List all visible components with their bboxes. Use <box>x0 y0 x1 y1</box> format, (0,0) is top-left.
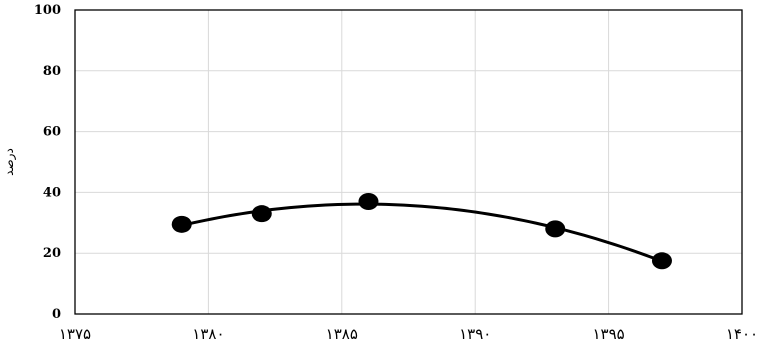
x-tick-label-2: ۱۳۸۵ <box>326 325 358 343</box>
y-tick-label-3: 60 <box>43 125 61 140</box>
y-tick-label-0: 0 <box>52 307 61 322</box>
data-point-2 <box>358 193 379 211</box>
x-tick-label-1: ۱۳۸۰ <box>192 325 224 343</box>
y-tick-label-5: 100 <box>34 3 61 18</box>
data-points <box>171 193 672 270</box>
grid <box>74 9 743 315</box>
data-point-4 <box>651 252 672 270</box>
data-point-3 <box>545 220 566 238</box>
x-tick-label-0: ۱۳۷۵ <box>59 325 91 343</box>
y-axis-ticks: 0 20 40 60 80 100 <box>34 3 61 322</box>
y-tick-label-4: 80 <box>43 64 61 79</box>
data-point-0 <box>171 215 192 233</box>
y-tick-label-2: 40 <box>43 185 61 200</box>
y-tick-label-1: 20 <box>43 246 61 261</box>
plot-area-frame <box>74 9 743 315</box>
x-tick-label-3: ۱۳۹۰ <box>459 325 491 343</box>
x-tick-label-4: ۱۳۹۵ <box>592 325 624 343</box>
x-tick-label-5: ۱۴۰۰ <box>726 325 758 343</box>
y-axis-title: درصد <box>2 148 17 176</box>
data-point-1 <box>251 205 272 223</box>
x-axis-ticks: ۱۳۷۵ ۱۳۸۰ ۱۳۸۵ ۱۳۹۰ ۱۳۹۵ ۱۴۰۰ <box>59 325 758 343</box>
